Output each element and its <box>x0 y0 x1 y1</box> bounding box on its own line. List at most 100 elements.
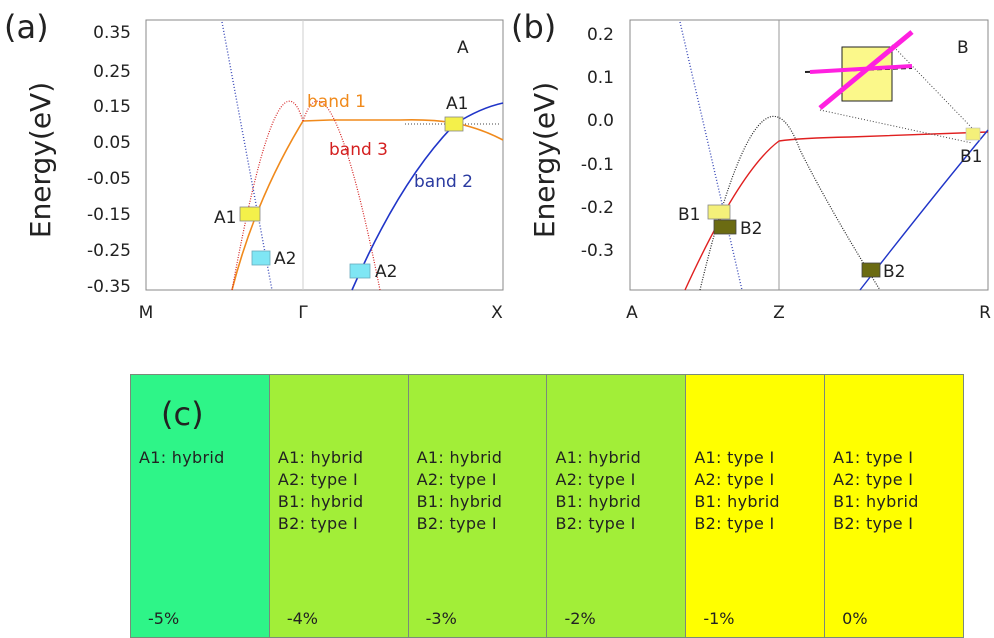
panel-a-y-tick: 0.05 <box>93 133 131 153</box>
panel-a-x-tick: M <box>139 303 154 323</box>
marker-a2-left <box>251 250 271 266</box>
panel-a-y-ticks: 0.35 0.25 0.15 0.05 -0.05 -0.15 -0.25 -0.35 <box>87 23 131 297</box>
alignment-entry: B1: hybrid <box>416 492 503 511</box>
alignment-list: A1: hybrid A2: type I B1: hybrid B2: type I <box>417 447 503 535</box>
marker-b1-left <box>707 204 731 220</box>
marker-a2-right <box>349 263 371 279</box>
alignment-list: A1: type I A2: type I B1: hybrid B2: type I <box>694 447 780 535</box>
alignment-entry: A1: type I <box>694 448 775 467</box>
panel-b-label: (b) <box>511 8 556 46</box>
alignment-entry: B1: hybrid <box>833 492 919 511</box>
alignment-entry: B2: type I <box>416 514 497 533</box>
steep-dotted-band-b <box>679 21 743 291</box>
alignment-entry: A1: type I <box>833 448 914 467</box>
panel-a-label: (a) <box>4 8 49 46</box>
strain-table: (c) A1: hybrid -5% A1: hybrid A2: type I B1: … <box>130 374 964 638</box>
alignment-entry: B1: hybrid <box>555 492 642 511</box>
alignment-list: A1: hybrid A2: type I B1: hybrid B2: type I <box>555 447 641 535</box>
panel-b-y-tick: -0.1 <box>581 155 614 175</box>
strain-column: A1: type I A2: type I B1: hybrid B2: type I… <box>686 375 826 637</box>
band-3-label: band 3 <box>329 140 388 160</box>
panel-b: (b) Energy(eV) 0.2 0.1 0.0 -0.1 -0.2 -0.3 A Z R… <box>511 8 991 323</box>
alignment-list: A1: hybrid A2: type I B1: hybrid B2: type I <box>278 447 364 535</box>
panel-a-y-tick: -0.05 <box>87 169 131 189</box>
alignment-entry: A2: type I <box>277 470 358 489</box>
marker-a1-lower-label: A1 <box>214 208 236 228</box>
marker-a2-right-label: A2 <box>375 262 397 282</box>
strain-value: -4% <box>286 609 318 628</box>
strain-column: A1: type I A2: type I B1: hybrid B2: type I… <box>825 375 963 637</box>
panel-b-y-tick: 0.0 <box>587 111 614 131</box>
panel-a-corner-label: A <box>457 38 469 58</box>
marker-b2-left-label: B2 <box>740 219 762 239</box>
panel-a-y-tick: 0.25 <box>93 62 131 82</box>
panel-b-frame <box>629 19 989 291</box>
panel-a-x-tick: Γ <box>298 303 308 323</box>
marker-b2-right-label: B2 <box>883 262 905 282</box>
strain-value: 0% <box>842 609 868 628</box>
alignment-list: A1: type I A2: type I B1: hybrid B2: type I <box>833 447 919 535</box>
alignment-entry: A1: hybrid <box>555 448 642 467</box>
panel-a-y-tick: 0.35 <box>93 23 131 43</box>
alignment-list: A1: hybrid <box>139 447 225 469</box>
marker-a1-upper-label: A1 <box>446 94 468 114</box>
red-band-b <box>684 131 989 291</box>
inset-guide-bottom <box>819 109 973 144</box>
black-dotted-band-b <box>699 116 881 291</box>
band-1-label: band 1 <box>307 92 366 112</box>
alignment-entry: B1: hybrid <box>694 492 780 511</box>
panel-a-frame <box>145 19 504 291</box>
panel-b-y-tick: 0.2 <box>587 25 614 45</box>
alignment-entry: A2: type I <box>694 470 775 489</box>
band-2-curve <box>351 102 504 291</box>
panel-a-y-tick: -0.35 <box>87 277 131 297</box>
strain-value: -3% <box>425 609 457 628</box>
strain-column: A1: hybrid A2: type I B1: hybrid B2: type I… <box>269 375 409 637</box>
alignment-entry: B2: type I <box>694 514 775 533</box>
panel-b-y-tick: -0.3 <box>581 241 614 261</box>
inset-magenta-flat <box>809 64 913 74</box>
marker-b1-left-label: B1 <box>678 205 700 225</box>
alignment-entry: B1: hybrid <box>277 492 364 511</box>
alignment-entry: A2: type I <box>833 470 914 489</box>
strain-value: -2% <box>564 609 596 628</box>
panel-b-y-tick: 0.1 <box>587 68 614 88</box>
panel-b-corner-label: B <box>957 38 969 58</box>
marker-b1-right <box>965 127 981 141</box>
marker-b1-right-label: B1 <box>960 147 982 167</box>
panel-b-ylabel: Energy(eV) <box>528 82 561 238</box>
marker-b2-right <box>861 262 881 278</box>
panel-b-x-tick: A <box>626 303 638 323</box>
panel-b-x-tick: R <box>979 303 991 323</box>
steep-dotted-band <box>221 21 273 291</box>
panel-a-y-tick: -0.25 <box>87 241 131 261</box>
panel-a: (a) Energy(eV) 0.35 0.25 0.15 0.05 -0.05 -0.1… <box>4 8 504 323</box>
panel-a-x-tick: X <box>491 303 503 323</box>
band-1-curve <box>231 119 504 291</box>
marker-a1-lower <box>239 206 261 222</box>
panel-b-y-ticks: 0.2 0.1 0.0 -0.1 -0.2 -0.3 <box>581 25 614 261</box>
strain-value: -5% <box>148 609 180 628</box>
panel-b-y-tick: -0.2 <box>581 198 614 218</box>
panel-a-ylabel: Energy(eV) <box>24 82 57 238</box>
alignment-entry: A1: hybrid <box>277 448 364 467</box>
panel-a-y-tick: -0.15 <box>87 205 131 225</box>
panel-c-label: (c) <box>161 395 204 433</box>
marker-a1-upper <box>444 116 464 132</box>
band-2-label: band 2 <box>414 172 473 192</box>
marker-b2-left <box>713 219 737 235</box>
band-structure-figure: (a) Energy(eV) 0.35 0.25 0.15 0.05 -0.05 -0.1… <box>4 8 991 323</box>
panel-a-y-tick: 0.15 <box>93 97 131 117</box>
alignment-entry: B2: type I <box>833 514 914 533</box>
inset-guide-top <box>891 44 973 129</box>
strain-column: A1: hybrid A2: type I B1: hybrid B2: type I… <box>408 375 548 637</box>
marker-a2-left-label: A2 <box>274 249 296 269</box>
band-3-curve-right <box>302 100 381 291</box>
alignment-entry: B2: type I <box>277 514 359 533</box>
alignment-entry: A1: hybrid <box>139 448 225 467</box>
strain-value: -1% <box>703 609 735 628</box>
alignment-entry: A2: type I <box>416 470 497 489</box>
alignment-entry: A2: type I <box>555 470 636 489</box>
